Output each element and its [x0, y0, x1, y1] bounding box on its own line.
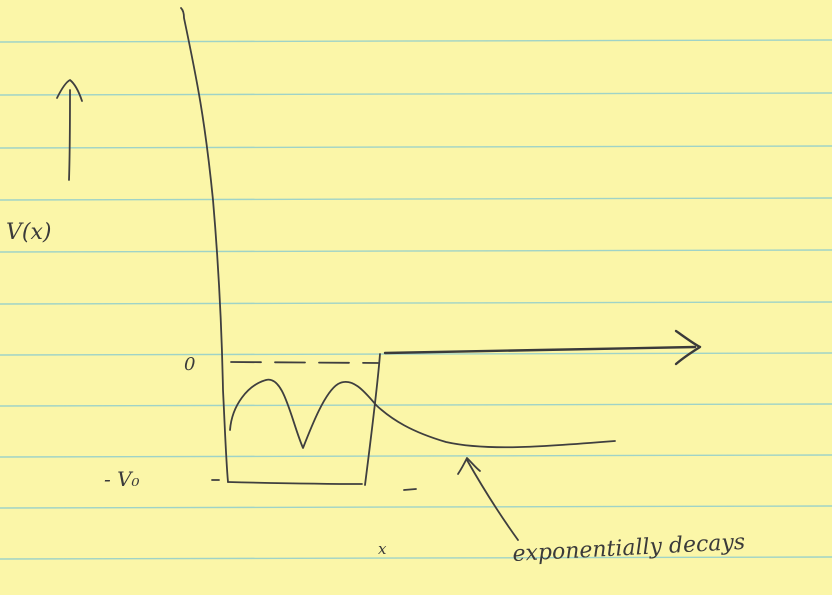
- wavefunction-decay: [375, 404, 616, 449]
- arrowhead-icon: [674, 329, 702, 366]
- zero-dashed-line: [230, 361, 379, 364]
- vertical-axis: [180, 7, 229, 483]
- potential-label: V(x): [6, 220, 52, 245]
- well-bottom: [227, 481, 363, 485]
- small-dash: [403, 488, 417, 491]
- up-arrow-icon: [56, 79, 83, 181]
- ruled-lines: [0, 39, 832, 560]
- minus-v0-label: - V₀: [104, 467, 140, 491]
- annotation-arrow: [466, 459, 519, 541]
- well-right-wall: [364, 353, 381, 486]
- wavefunction-inside: [229, 379, 377, 449]
- x-label: x: [378, 540, 387, 558]
- annotation-arrowhead-icon: [457, 457, 481, 475]
- zero-label: 0: [184, 354, 196, 375]
- x-axis-arrow: [383, 345, 697, 355]
